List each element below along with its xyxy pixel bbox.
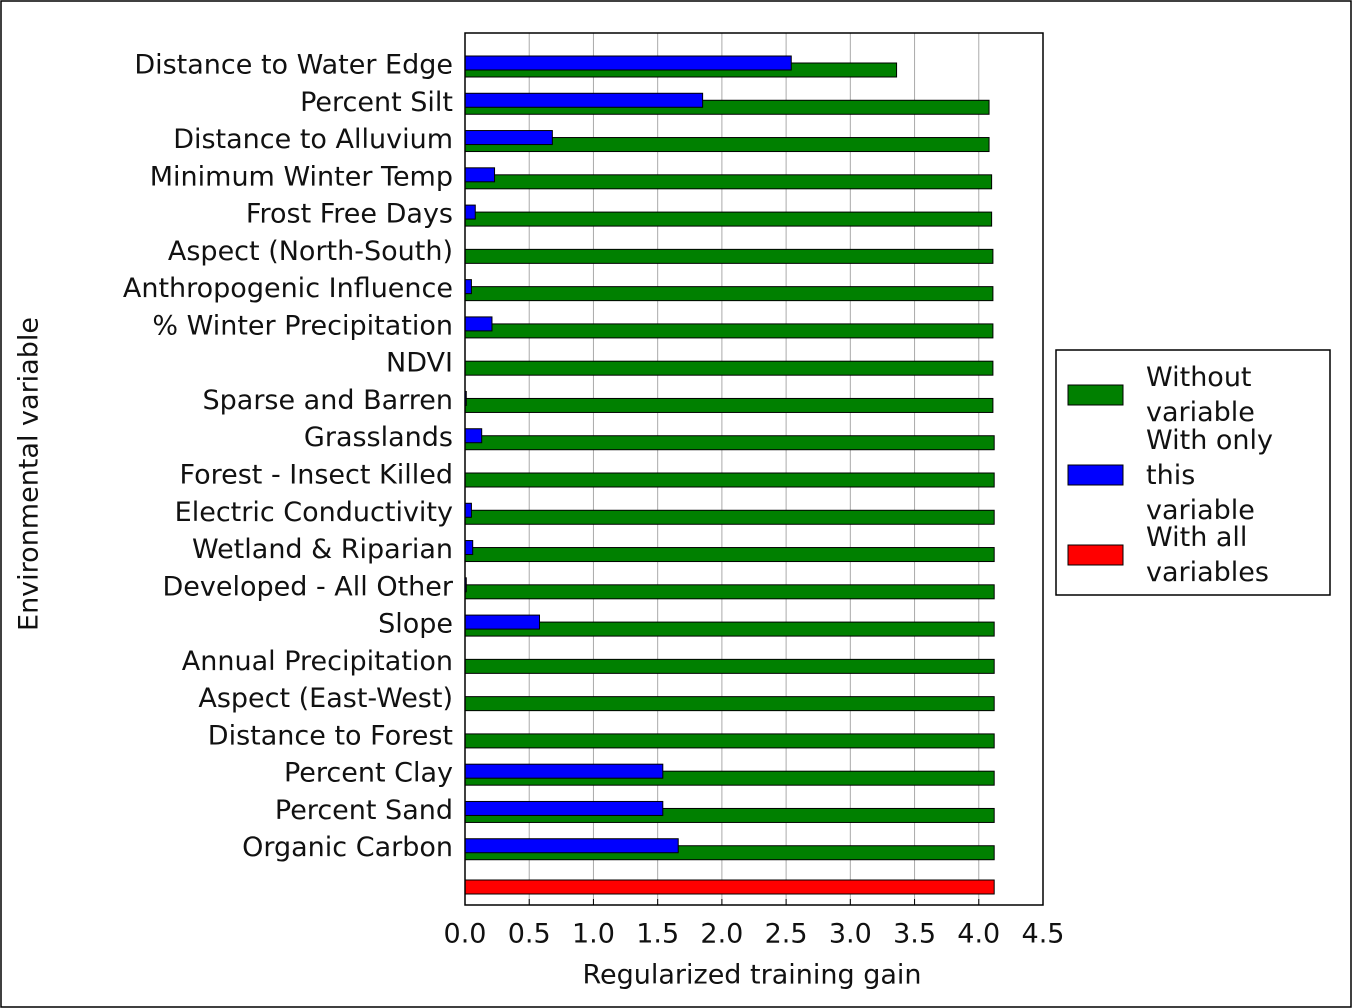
y-tick-label: Aspect (North-South) xyxy=(168,236,453,267)
x-tick-label: 2.0 xyxy=(700,919,743,950)
x-axis-label: Regularized training gain xyxy=(582,960,921,991)
bar xyxy=(464,167,496,183)
y-tick-label: Distance to Water Edge xyxy=(134,50,453,81)
bar xyxy=(464,614,540,630)
legend-label: Without variable xyxy=(1146,362,1260,428)
y-tick-label: Distance to Alluvium xyxy=(173,124,453,155)
legend-swatch xyxy=(1067,464,1124,486)
bar xyxy=(464,800,664,816)
x-tick-label: 4.0 xyxy=(957,919,1000,950)
bar xyxy=(464,696,995,712)
legend-swatch xyxy=(1067,384,1124,406)
bar xyxy=(464,763,664,779)
y-tick-label: Slope xyxy=(378,609,453,640)
y-tick-label: Wetland & Riparian xyxy=(192,534,453,565)
x-tick-label: 4.5 xyxy=(1022,919,1065,950)
y-tick-label: Frost Free Days xyxy=(246,199,453,230)
bar xyxy=(464,428,483,444)
bar xyxy=(464,733,995,749)
y-tick-label: Distance to Forest xyxy=(208,720,453,751)
y-tick-label: Minimum Winter Temp xyxy=(150,161,453,192)
legend-swatch xyxy=(1067,544,1124,566)
legend-label: With all variables xyxy=(1146,522,1269,588)
bar xyxy=(464,174,993,190)
bar xyxy=(464,360,994,376)
y-tick-label: % Winter Precipitation xyxy=(152,310,453,341)
bar xyxy=(464,397,994,413)
bar xyxy=(464,286,994,302)
x-tick-label: 2.5 xyxy=(765,919,808,950)
plot-border xyxy=(464,32,1044,906)
x-tick-label: 0.0 xyxy=(444,919,487,950)
bar xyxy=(464,547,995,563)
y-tick-label: Organic Carbon xyxy=(242,832,453,863)
bar xyxy=(464,92,704,108)
y-tick-label: Sparse and Barren xyxy=(203,385,454,416)
x-tick-label: 1.5 xyxy=(636,919,679,950)
y-tick-label: NDVI xyxy=(386,348,453,379)
bar xyxy=(464,502,472,518)
bar xyxy=(464,248,994,264)
bar xyxy=(464,879,995,895)
bar xyxy=(464,211,993,227)
y-tick-label: Grasslands xyxy=(304,422,453,453)
y-axis-label: Environmental variable xyxy=(14,317,45,631)
bar xyxy=(464,130,553,146)
bar xyxy=(464,584,995,600)
bar xyxy=(464,658,995,674)
y-tick-label: Percent Sand xyxy=(275,795,453,826)
x-tick-label: 1.0 xyxy=(572,919,615,950)
y-tick-label: Aspect (East-West) xyxy=(198,683,453,714)
bar xyxy=(464,509,995,525)
bar xyxy=(464,279,472,295)
bar xyxy=(464,55,792,71)
bar xyxy=(464,316,493,332)
y-tick-label: Percent Silt xyxy=(300,87,453,118)
bar xyxy=(464,838,679,854)
y-tick-label: Anthropogenic Influence xyxy=(123,273,453,304)
y-tick-label: Forest - Insect Killed xyxy=(180,460,454,491)
y-tick-label: Electric Conductivity xyxy=(175,497,453,528)
y-tick-label: Percent Clay xyxy=(284,758,453,789)
y-tick-label: Developed - All Other xyxy=(162,571,453,602)
x-tick-label: 0.5 xyxy=(508,919,551,950)
y-tick-label: Annual Precipitation xyxy=(182,646,453,677)
bar xyxy=(464,472,995,488)
bar xyxy=(464,435,995,451)
bar xyxy=(464,323,994,339)
bar xyxy=(464,621,995,637)
legend-label: With only this variable xyxy=(1146,425,1282,526)
x-tick-label: 3.5 xyxy=(893,919,936,950)
bar xyxy=(464,540,474,556)
x-tick-label: 3.0 xyxy=(829,919,872,950)
bar xyxy=(464,204,476,220)
